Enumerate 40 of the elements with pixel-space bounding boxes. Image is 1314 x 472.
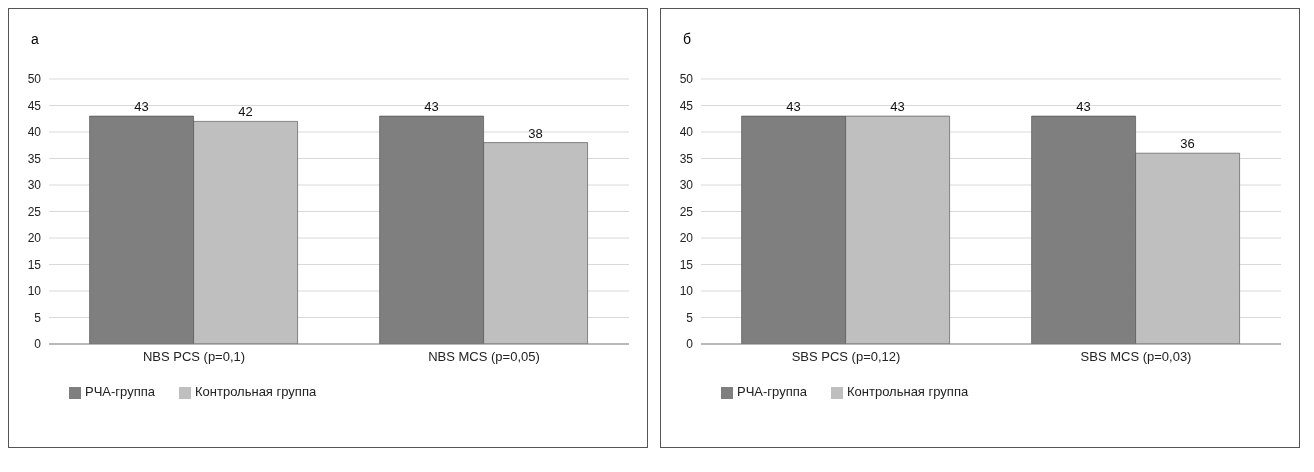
data-label: 43 [424,99,439,115]
data-label: 42 [238,104,253,120]
data-label: 43 [890,99,905,115]
x-tick-label: NBS PCS (p=0,1) [142,349,246,365]
y-tick-label: 15 [679,257,694,272]
data-label: 43 [786,99,801,115]
y-tick-label: 25 [679,204,694,219]
y-tick-label: 40 [27,125,42,140]
y-tick-label: 40 [679,125,694,140]
y-tick-label: 35 [27,151,42,166]
y-tick-label: 0 [34,337,42,352]
y-tick-label: 5 [34,310,42,325]
data-label: 43 [134,99,149,115]
chart-title: б [683,31,692,47]
y-tick-label: 10 [679,284,694,299]
data-label: 38 [528,125,543,141]
y-tick-label: 30 [27,178,42,193]
y-tick-label: 10 [27,284,42,299]
y-tick-label: 35 [679,151,694,166]
legend-label: Контрольная группа [194,384,317,399]
x-tick-label: SBS MCS (p=0,03) [1080,349,1192,365]
y-tick-label: 25 [27,204,42,219]
data-label: 36 [1180,136,1195,152]
y-tick-label: 20 [679,231,694,246]
y-tick-label: 20 [27,231,42,246]
chart-title: а [31,31,39,47]
y-tick-label: 45 [27,98,42,113]
y-tick-label: 50 [27,72,42,87]
y-tick-label: 0 [686,337,694,352]
y-tick-label: 50 [679,72,694,87]
y-tick-label: 15 [27,257,42,272]
x-tick-label: NBS MCS (p=0,05) [428,349,540,365]
data-label: 43 [1076,99,1091,115]
legend-label: РЧА-группа [85,384,155,399]
y-tick-label: 45 [679,98,694,113]
x-tick-label: SBS PCS (p=0,12) [791,349,901,365]
y-tick-label: 5 [686,310,694,325]
y-tick-label: 30 [679,178,694,193]
legend-label: РЧА-группа [737,384,807,399]
legend-label: Контрольная группа [846,384,969,399]
